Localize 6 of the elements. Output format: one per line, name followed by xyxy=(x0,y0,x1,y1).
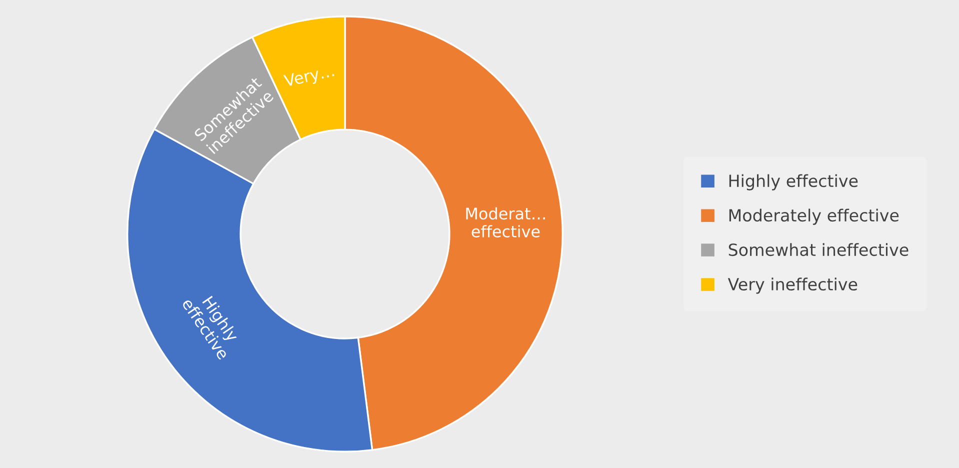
data-label: Very… xyxy=(283,64,335,90)
legend-label: Moderately effective xyxy=(729,208,899,225)
legend-label: Highly effective xyxy=(729,174,858,190)
legend-label: Very ineffective xyxy=(728,278,858,294)
legend-label: Somewhat ineffective xyxy=(728,243,908,256)
data-label: Moderat… effective xyxy=(466,207,545,238)
